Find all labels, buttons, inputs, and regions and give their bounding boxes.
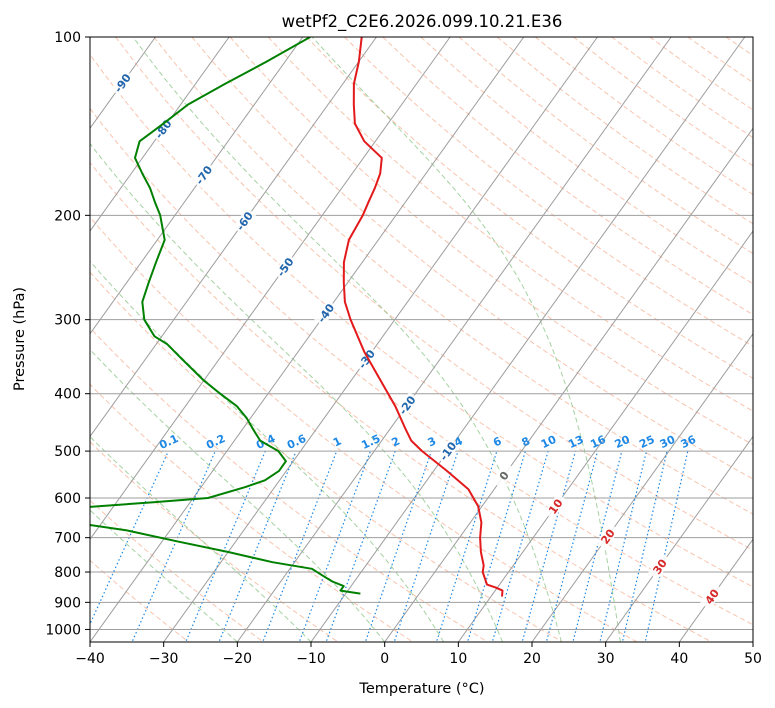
y-tick-label: 900	[54, 595, 81, 611]
y-tick-label: 300	[54, 313, 81, 329]
y-tick-label: 200	[54, 208, 81, 224]
isotherm-line	[90, 37, 525, 642]
mixing-ratio-line	[599, 450, 648, 642]
y-tick-label: 500	[54, 444, 81, 460]
mixing-ratio-line	[545, 450, 599, 642]
isotherm-line	[163, 37, 598, 642]
dry-adiabat	[90, 107, 753, 626]
dry-adiabat	[90, 271, 564, 642]
dry-adiabat	[344, 37, 753, 347]
mixing-ratio-line	[466, 450, 526, 642]
isotherm-line	[605, 435, 753, 642]
isotherm-label-background	[273, 253, 298, 281]
mixing-ratio-label: 36	[679, 433, 699, 451]
mixing-ratio-line	[435, 450, 498, 642]
dry-adiabat	[90, 327, 489, 642]
x-tick-label: 50	[744, 651, 762, 667]
mixing-ratio-line	[621, 450, 668, 642]
mixing-ratio-label: 10	[539, 433, 559, 451]
y-axis: 100 200 300 400 500 600 700 800 900 1000	[45, 30, 90, 638]
profile-series	[90, 37, 504, 597]
plot-frame	[89, 36, 754, 643]
y-tick-label: 1000	[45, 622, 81, 638]
isotherm-line	[236, 37, 672, 642]
mixing-ratio-line	[218, 450, 297, 642]
x-tick-label: −40	[75, 651, 105, 667]
temperature-profile-line	[342, 37, 504, 597]
x-tick-label: 0	[380, 651, 389, 667]
x-axis: −40 −30 −20 −10 0 10 20 30 40 50	[75, 642, 762, 667]
mixing-ratio-label: 20	[613, 433, 633, 451]
mixing-ratio-line	[521, 450, 577, 642]
isotherm-line	[90, 37, 304, 335]
mixing-ratio-line	[185, 450, 266, 642]
isotherm-label-background	[191, 161, 216, 189]
dry-adiabat	[115, 37, 753, 551]
mixing-ratio-label: 16	[588, 433, 608, 451]
isotherm-label-background	[232, 207, 257, 235]
moist-adiabat	[90, 142, 503, 642]
y-tick-label: 700	[54, 531, 81, 547]
isotherm-line	[310, 37, 746, 642]
isotherm-label-background	[354, 345, 379, 373]
isotherm-line	[90, 37, 451, 541]
x-tick-label: −30	[149, 651, 179, 667]
isotherm-label-background	[313, 299, 338, 327]
moist-adiabat	[132, 37, 562, 642]
isotherm-label-background	[543, 493, 568, 520]
mixing-ratio-line	[572, 450, 623, 642]
y-tick-label: 400	[54, 387, 81, 403]
isotherm-line	[457, 230, 753, 642]
mixing-ratio-label: 25	[637, 433, 656, 451]
isotherm-label-background	[492, 462, 516, 489]
dry-adiabat	[306, 37, 753, 379]
y-tick-label: 100	[54, 30, 81, 46]
x-tick-label: 30	[597, 651, 615, 667]
x-tick-label: 20	[523, 651, 541, 667]
isotherm-label-background	[395, 391, 420, 419]
moist-adiabat	[311, 37, 621, 642]
mixing-ratio-line	[491, 450, 549, 642]
x-tick-label: 40	[670, 651, 688, 667]
x-axis-title: Temperature (°C)	[358, 681, 484, 697]
isotherm-label-background	[647, 553, 672, 580]
mixing-ratio-line	[131, 450, 216, 642]
dry-adiabat	[90, 383, 414, 642]
isotherm-label-background	[110, 69, 135, 97]
isotherm-line	[384, 127, 753, 642]
dry-adiabat	[90, 53, 753, 588]
isotherm-label-background	[595, 523, 620, 550]
isotherm-line	[90, 37, 377, 438]
dewpoint-profile-line	[90, 37, 361, 595]
isotherm-label-background	[436, 437, 460, 465]
mixing-ratio-label: 13	[566, 433, 585, 451]
chart-title: wetPf2_C2E6.2026.099.10.21.E36	[282, 12, 563, 32]
background-lines	[90, 37, 753, 642]
y-tick-label: 600	[54, 491, 81, 507]
mixing-ratio-line	[262, 450, 338, 642]
dry-adiabat	[153, 37, 753, 515]
x-tick-label: 10	[449, 651, 467, 667]
isotherm-label-background	[700, 583, 724, 610]
x-tick-label: −10	[296, 651, 326, 667]
dry-adiabat	[382, 37, 753, 316]
mixing-ratio-line	[644, 450, 689, 642]
y-tick-label: 800	[54, 565, 81, 581]
mixing-ratio-label: 30	[658, 433, 678, 451]
y-axis-title: Pressure (hPa)	[12, 287, 28, 391]
isotherm-line	[678, 538, 753, 642]
dry-adiabat	[420, 37, 753, 285]
moist-adiabat	[90, 260, 445, 642]
isotherm-label-background	[151, 115, 176, 143]
x-tick-label: −20	[223, 651, 253, 667]
moist-adiabat	[90, 348, 386, 642]
mixing-ratio-line	[90, 450, 169, 626]
